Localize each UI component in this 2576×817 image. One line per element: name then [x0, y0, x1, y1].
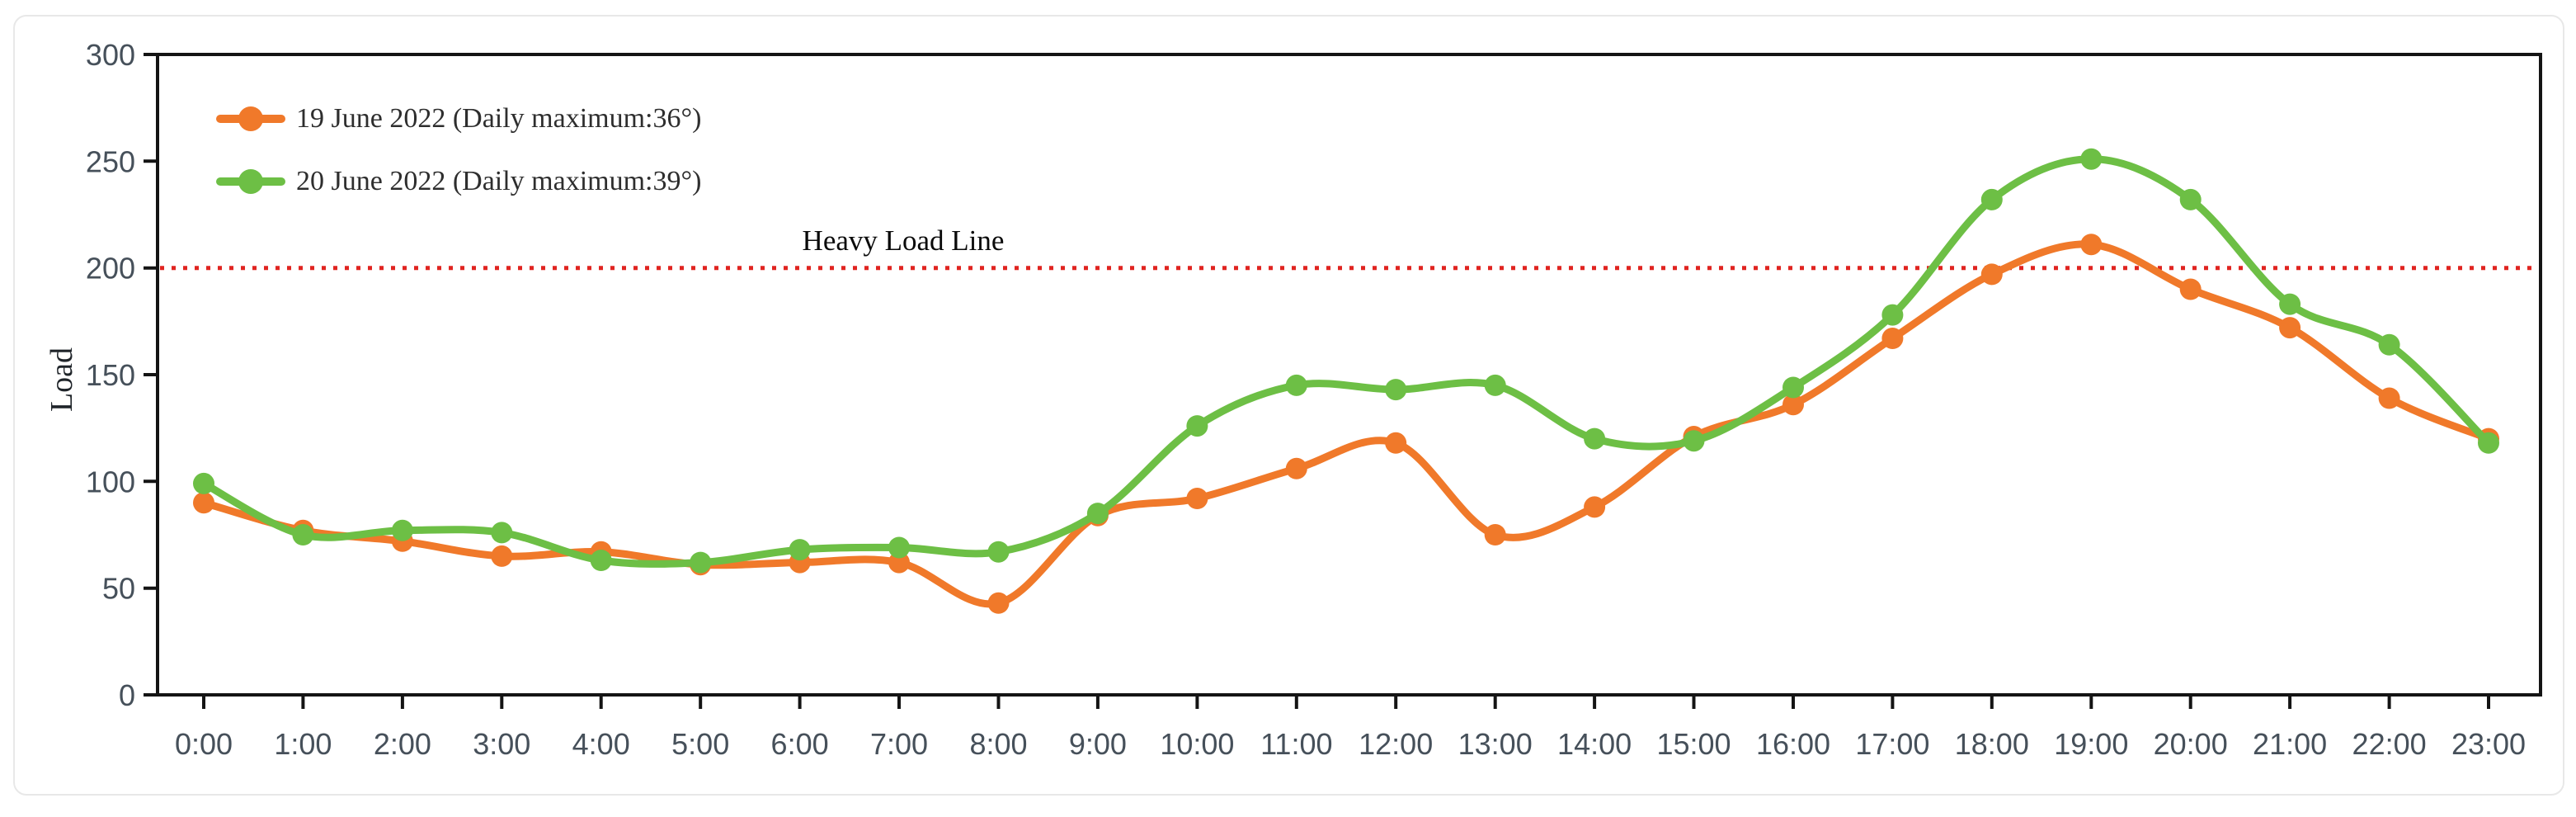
x-tick-label: 7:00 [870, 727, 928, 761]
series-point-1-12[interactable] [1385, 379, 1407, 401]
series-point-1-2[interactable] [391, 519, 413, 541]
x-tick-label: 10:00 [1160, 727, 1234, 761]
series-point-0-12[interactable] [1385, 432, 1407, 454]
series-point-1-16[interactable] [1782, 376, 1804, 399]
series-point-1-20[interactable] [2179, 188, 2202, 210]
x-tick-label: 3:00 [473, 727, 530, 761]
series-point-0-18[interactable] [1980, 263, 2003, 286]
y-tick-label: 300 [86, 38, 135, 72]
series-point-1-21[interactable] [2279, 293, 2301, 315]
series-point-0-8[interactable] [987, 592, 1010, 614]
x-tick-label: 21:00 [2253, 727, 2327, 761]
series-point-1-6[interactable] [789, 539, 811, 561]
series-point-1-11[interactable] [1285, 374, 1307, 396]
y-tick-label: 250 [86, 144, 135, 178]
series-point-1-23[interactable] [2478, 432, 2499, 454]
series-point-1-7[interactable] [888, 536, 910, 559]
x-tick-label: 22:00 [2352, 727, 2427, 761]
series-point-1-14[interactable] [1584, 427, 1606, 450]
legend-item-20-june[interactable]: 20 June 2022 (Daily maximum:39°) [216, 160, 701, 203]
y-tick-label: 50 [102, 572, 135, 606]
series-line-0 [200, 240, 2493, 608]
series-point-0-10[interactable] [1186, 488, 1208, 509]
x-tick-label: 16:00 [1756, 727, 1830, 761]
x-tick-label: 5:00 [671, 727, 729, 761]
y-tick-label: 150 [86, 358, 135, 392]
x-tick-label: 23:00 [2451, 727, 2526, 761]
series-point-1-13[interactable] [1484, 374, 1506, 396]
series-line-1 [200, 155, 2493, 568]
x-tick-label: 19:00 [2054, 727, 2128, 761]
y-axis-title: Load [45, 347, 79, 413]
chart-card [13, 15, 2564, 796]
x-tick-label: 13:00 [1458, 727, 1533, 761]
series-point-1-18[interactable] [1980, 188, 2003, 210]
legend-marker-green-icon [216, 160, 285, 203]
legend-label-19-june: 19 June 2022 (Daily maximum:36°) [296, 103, 702, 134]
series-point-0-19[interactable] [2080, 234, 2103, 256]
series-point-0-20[interactable] [2179, 278, 2202, 300]
series-point-1-4[interactable] [590, 550, 612, 571]
series-point-0-22[interactable] [2378, 387, 2400, 409]
x-tick-label: 1:00 [274, 727, 332, 761]
series-point-1-9[interactable] [1086, 503, 1109, 525]
x-tick-label: 15:00 [1656, 727, 1731, 761]
y-tick-label: 200 [86, 252, 135, 286]
series-point-1-8[interactable] [987, 541, 1010, 563]
series-point-0-21[interactable] [2279, 317, 2301, 339]
y-tick-label: 100 [86, 465, 135, 498]
series-point-0-7[interactable] [888, 551, 910, 574]
x-tick-label: 17:00 [1855, 727, 1929, 761]
series-point-0-0[interactable] [193, 492, 214, 514]
y-tick-label: 0 [119, 678, 135, 712]
series-point-0-3[interactable] [491, 545, 513, 567]
series-point-1-22[interactable] [2378, 333, 2400, 356]
x-tick-label: 12:00 [1359, 727, 1433, 761]
series-point-0-11[interactable] [1285, 457, 1307, 479]
x-tick-label: 9:00 [1069, 727, 1127, 761]
series-point-0-17[interactable] [1881, 328, 1904, 349]
legend-marker-orange-icon [216, 97, 285, 140]
series-point-1-17[interactable] [1881, 304, 1904, 326]
heavy-load-line-label: Heavy Load Line [802, 224, 1005, 257]
series-point-1-1[interactable] [292, 524, 314, 545]
x-tick-label: 14:00 [1557, 727, 1632, 761]
x-tick-label: 8:00 [969, 727, 1027, 761]
x-tick-label: 11:00 [1260, 727, 1332, 761]
plot-border [156, 53, 2542, 697]
legend-item-19-june[interactable]: 19 June 2022 (Daily maximum:36°) [216, 97, 701, 140]
x-tick-label: 4:00 [572, 727, 630, 761]
series-point-1-10[interactable] [1186, 415, 1208, 437]
series-point-1-3[interactable] [491, 522, 513, 544]
series-point-0-16[interactable] [1782, 394, 1804, 416]
x-tick-label: 18:00 [1955, 727, 2029, 761]
x-tick-label: 2:00 [374, 727, 431, 761]
series-point-1-19[interactable] [2080, 148, 2103, 170]
series-point-1-5[interactable] [690, 551, 712, 574]
x-tick-label: 0:00 [175, 727, 233, 761]
x-tick-label: 6:00 [771, 727, 829, 761]
legend-label-20-june: 20 June 2022 (Daily maximum:39°) [296, 166, 702, 196]
x-tick-label: 20:00 [2154, 727, 2228, 761]
series-point-0-13[interactable] [1484, 524, 1506, 545]
series-point-1-15[interactable] [1683, 430, 1705, 452]
series-point-1-0[interactable] [193, 472, 214, 494]
series-point-0-14[interactable] [1584, 496, 1606, 518]
